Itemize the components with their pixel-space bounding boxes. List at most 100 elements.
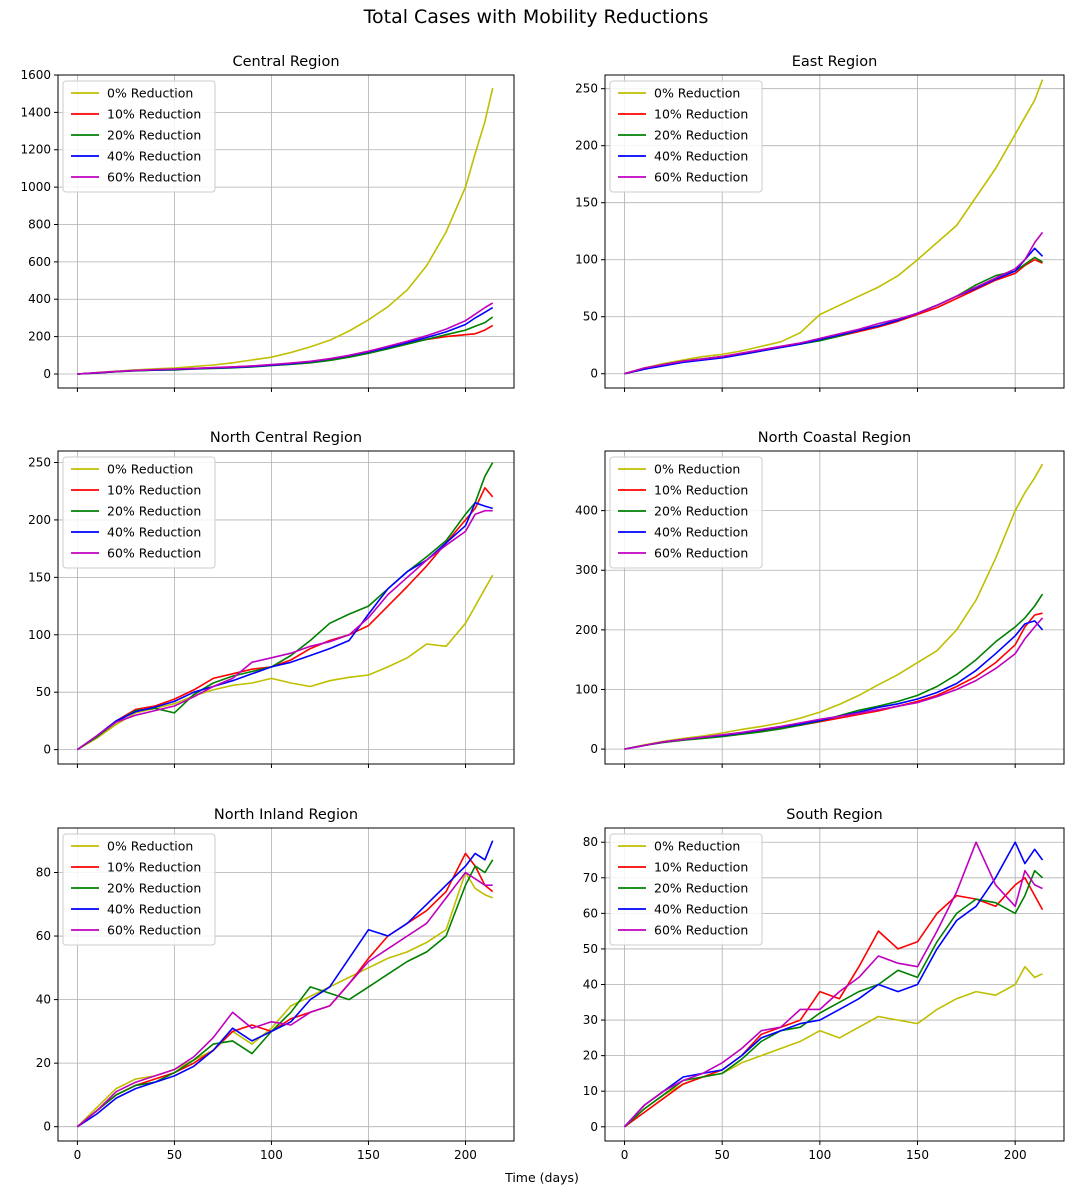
series-line (624, 79, 1044, 375)
series-group (76, 840, 494, 1128)
series-line (624, 593, 1044, 750)
legend-label: 10% Reduction (654, 483, 748, 498)
legend-label: 0% Reduction (107, 839, 193, 854)
legend-label: 20% Reduction (107, 128, 201, 143)
y-tick-label: 20 (36, 1056, 51, 1070)
x-tick-label: 200 (454, 1148, 477, 1162)
y-tick-label: 50 (583, 942, 598, 956)
legend-label: 40% Reduction (107, 902, 201, 917)
x-tick-label: 200 (1004, 1148, 1027, 1162)
y-tick-label: 100 (575, 253, 598, 267)
legend-box (609, 80, 763, 193)
axes-frame (57, 450, 515, 765)
series-group (76, 462, 494, 751)
y-tick-label: 250 (28, 455, 51, 469)
y-tick-label: 80 (583, 835, 598, 849)
legend-label: 20% Reduction (107, 881, 201, 896)
series-line (624, 247, 1044, 375)
legend-label: 20% Reduction (107, 504, 201, 519)
legend-label: 20% Reduction (654, 881, 748, 896)
figure-title: Total Cases with Mobility Reductions (363, 6, 709, 28)
y-tick-label: 50 (36, 685, 51, 699)
legend-box (609, 833, 763, 946)
chart-5: North Inland Region 0 20 40 60 80 0 50 100 150 200… (36, 807, 515, 1162)
y-tick-label: 200 (575, 139, 598, 153)
y-tick-label: 100 (28, 628, 51, 642)
series-line (77, 87, 494, 375)
legend-label: 0% Reduction (654, 839, 740, 854)
y-tick-label: 1400 (20, 105, 51, 119)
y-tick-label: 0 (43, 743, 51, 757)
y-tick-label: 800 (28, 217, 51, 231)
legend-label: 20% Reduction (654, 504, 748, 519)
y-tick-label: 1200 (20, 143, 51, 157)
chart-title: South Region (786, 807, 882, 823)
y-tick-label: 1000 (20, 180, 51, 194)
y-tick-label: 150 (28, 570, 51, 584)
legend-box (609, 456, 763, 569)
series-line (76, 509, 493, 751)
series-group (624, 79, 1044, 375)
legend-label: 40% Reduction (654, 149, 748, 164)
chart-title: East Region (792, 54, 878, 70)
x-tick-label: 150 (357, 1148, 380, 1162)
axes-frame (57, 827, 515, 1142)
series-line (76, 871, 493, 1128)
series-group (624, 463, 1044, 750)
series-line (624, 463, 1044, 750)
x-tick-label: 50 (715, 1148, 730, 1162)
y-tick-label: 40 (36, 993, 51, 1007)
series-line (624, 617, 1044, 750)
series-line (76, 840, 494, 1128)
y-tick-label: 100 (575, 682, 598, 696)
legend-label: 10% Reduction (107, 107, 201, 122)
y-tick-label: 300 (575, 563, 598, 577)
y-tick-label: 200 (28, 513, 51, 527)
series-line (623, 965, 1043, 1128)
legend-label: 10% Reduction (654, 107, 748, 122)
series-line (624, 231, 1044, 375)
legend-label: 60% Reduction (107, 170, 201, 185)
y-tick-label: 60 (583, 906, 598, 920)
y-tick-label: 600 (28, 255, 51, 269)
series-line (624, 256, 1043, 375)
legend-label: 20% Reduction (654, 128, 748, 143)
y-tick-label: 0 (590, 1120, 598, 1134)
axes-frame (604, 450, 1065, 765)
series-line (77, 324, 494, 375)
legend-label: 40% Reduction (107, 525, 201, 540)
chart-4: North Coastal Region 0 100 200 300 400 0% Redu… (575, 430, 1065, 768)
y-tick-label: 70 (583, 871, 598, 885)
legend-label: 0% Reduction (654, 462, 740, 477)
chart-title: Central Region (232, 54, 339, 70)
x-tick-label: 100 (260, 1148, 283, 1162)
legend-label: 60% Reduction (654, 170, 748, 185)
series-line (624, 620, 1044, 750)
y-tick-label: 0 (590, 367, 598, 381)
legend-label: 0% Reduction (107, 462, 193, 477)
legend-label: 10% Reduction (107, 483, 201, 498)
legend-label: 60% Reduction (654, 546, 748, 561)
legend-label: 60% Reduction (654, 923, 748, 938)
x-tick-label: 0 (74, 1148, 82, 1162)
x-tick-label: 0 (621, 1148, 629, 1162)
y-tick-label: 0 (590, 742, 598, 756)
y-tick-label: 50 (583, 310, 598, 324)
legend-label: 0% Reduction (107, 86, 193, 101)
y-tick-label: 20 (583, 1049, 598, 1063)
series-line (77, 316, 494, 375)
y-tick-label: 30 (583, 1013, 598, 1027)
legend-label: 40% Reduction (107, 149, 201, 164)
legend-box (62, 833, 216, 946)
legend-label: 60% Reduction (107, 546, 201, 561)
y-tick-label: 40 (583, 978, 598, 992)
legend-label: 40% Reduction (654, 902, 748, 917)
y-tick-label: 60 (36, 929, 51, 943)
chart-title: North Inland Region (214, 807, 358, 823)
y-tick-label: 10 (583, 1084, 598, 1098)
figure-xlabel: Time (days) (505, 1170, 579, 1185)
legend-box (62, 456, 216, 569)
chart-1: Central Region 0 200 400 600 800 1000 1200 1400 1… (20, 54, 515, 392)
